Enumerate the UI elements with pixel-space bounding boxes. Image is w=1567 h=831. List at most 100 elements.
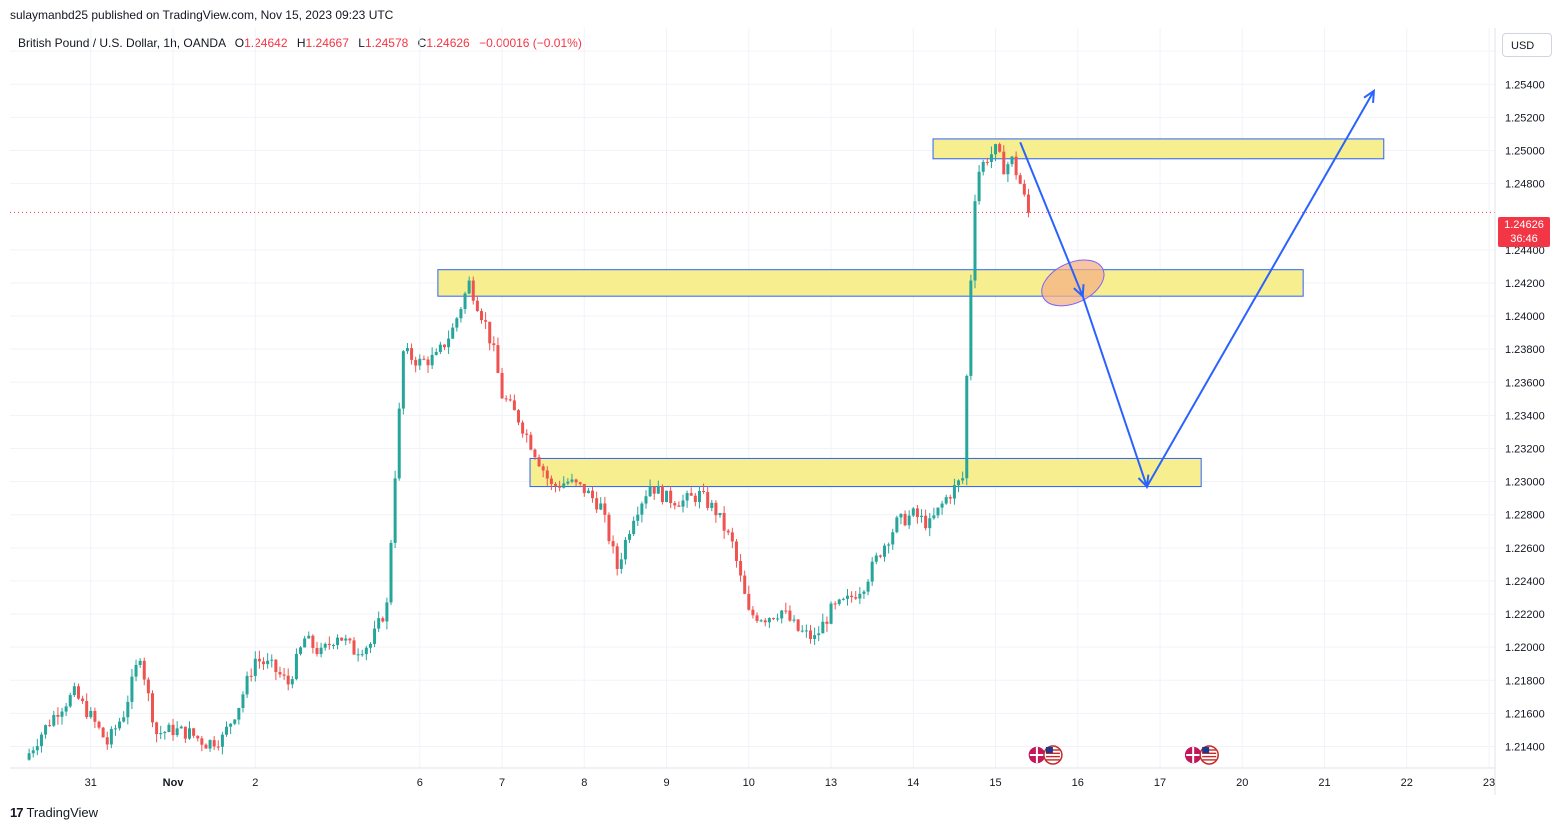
candle-body [336, 637, 340, 646]
symbol-title[interactable]: British Pound / U.S. Dollar, 1h, OANDA [18, 36, 226, 50]
candle-body [451, 327, 455, 339]
zone-retest [437, 269, 1304, 297]
candle-body [895, 517, 899, 533]
candle-body [878, 555, 882, 557]
candle-body [364, 647, 368, 655]
candle-body [739, 560, 743, 576]
price-axis[interactable]: 1.21400 1.21600 1.21800 1.22000 1.22200 1.224… [1505, 46, 1545, 753]
candle-body [936, 507, 940, 516]
candle-body [68, 695, 72, 707]
candle-body [734, 541, 738, 561]
candle-body [595, 498, 599, 510]
candle-body [60, 711, 64, 717]
candle-body [537, 457, 541, 467]
candle-body [159, 733, 163, 735]
candle-body [541, 466, 545, 471]
candle-body [521, 422, 525, 434]
price-tick-label: 1.23200 [1505, 443, 1545, 455]
candle-body [48, 725, 52, 727]
price-tick-label: 1.24000 [1505, 311, 1545, 323]
candle-body [262, 661, 266, 665]
candle-body [299, 647, 303, 654]
candle-body [961, 478, 965, 481]
candle-body [397, 408, 401, 479]
time-tick-label: 22 [1401, 777, 1413, 789]
candle-body [146, 679, 150, 694]
candle-body [702, 490, 706, 493]
candle-body [377, 618, 381, 629]
candle-body [957, 480, 961, 486]
candle-body [981, 161, 985, 172]
candle-body [512, 400, 516, 411]
event-flag-icon[interactable] [1183, 745, 1219, 765]
candle-body [599, 503, 603, 510]
candle-body [315, 647, 319, 655]
economic-events[interactable] [1027, 745, 1219, 765]
candle-body [31, 750, 35, 754]
candle-body [500, 372, 504, 399]
time-tick-label: 14 [907, 777, 919, 789]
candle-body [344, 638, 348, 641]
candle-body [348, 638, 352, 641]
candle-body [558, 485, 562, 488]
time-tick-label: 23 [1483, 777, 1495, 789]
footer-brand[interactable]: 17 TradingView [10, 805, 98, 820]
candle-body [656, 486, 660, 494]
candle-body [97, 721, 101, 728]
price-tick-label: 1.25400 [1505, 79, 1545, 91]
candle-body [903, 513, 907, 526]
candle-body [1002, 151, 1006, 175]
candle-body [167, 724, 171, 733]
candle-body [44, 725, 48, 735]
close-label: C [417, 36, 427, 50]
currency-button[interactable]: USD [1502, 33, 1552, 57]
candle-body [72, 686, 76, 696]
projection-drawing[interactable] [1019, 88, 1376, 489]
candle-body [1010, 156, 1014, 165]
candle-body [632, 520, 636, 535]
candle-body [866, 581, 870, 592]
candle-body [714, 502, 718, 516]
candle-body [525, 433, 529, 435]
close-value: 1.24626 [426, 36, 470, 50]
candle-body [118, 721, 122, 729]
time-tick-label: 21 [1318, 777, 1330, 789]
candle-body [706, 492, 710, 508]
candle-body [126, 701, 130, 718]
event-flag-icon[interactable] [1027, 745, 1063, 765]
candle-body [677, 505, 681, 507]
candle-body [862, 591, 866, 594]
candle-body [751, 609, 755, 616]
candle-body [833, 603, 837, 605]
candle-body [623, 539, 627, 560]
candle-body [611, 541, 615, 547]
candle-body [669, 490, 673, 504]
bar-countdown: 36:46 [1510, 233, 1538, 245]
time-tick-label: 31 [85, 777, 97, 789]
candle-body [241, 694, 245, 709]
candle-body [208, 740, 212, 749]
candle-body [368, 643, 372, 648]
candle-body [854, 597, 858, 599]
candle-body [771, 618, 775, 620]
time-tick-label: 8 [581, 777, 587, 789]
price-tick-label: 1.22200 [1505, 609, 1545, 621]
candle-body [188, 728, 191, 739]
candle-body [142, 660, 146, 680]
candle-body [352, 640, 356, 655]
price-tick-label: 1.22400 [1505, 576, 1545, 588]
candle-body [467, 280, 471, 294]
candle-body [529, 434, 533, 450]
candle-body [911, 508, 915, 516]
time-axis[interactable]: 31 Nov 2 6 7 8 9 10 13 14 15 16 17 20 21 22 23 [85, 777, 1496, 789]
candle-body [887, 544, 891, 546]
candle-body [722, 512, 726, 531]
candle-body [965, 375, 969, 479]
candle-body [693, 495, 697, 503]
candle-body [985, 161, 989, 163]
low-value: 1.24578 [364, 36, 409, 50]
candle-body [796, 619, 800, 631]
candle-body [410, 348, 414, 360]
candle-body [989, 154, 993, 163]
